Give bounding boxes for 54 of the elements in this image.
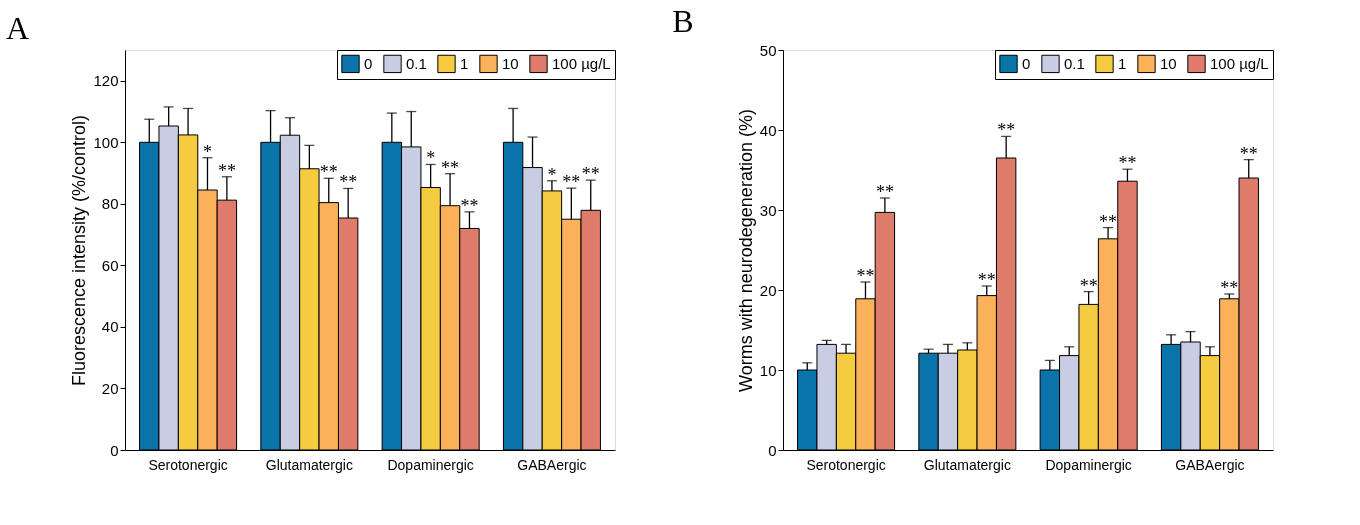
y-tick-label: 40 bbox=[101, 318, 119, 336]
data-label: ** bbox=[460, 195, 479, 216]
data-label: ** bbox=[581, 164, 600, 185]
y-axis-title: Fluorescence intensity (%/control) bbox=[69, 114, 90, 387]
y-tick-label: 40 bbox=[759, 121, 777, 139]
x-tick-label: GABAergic bbox=[517, 456, 587, 473]
legend-label: 0 bbox=[364, 54, 373, 72]
data-label: ** bbox=[1239, 143, 1258, 164]
legend-label: 10 bbox=[502, 54, 519, 72]
y-tick-label: 50 bbox=[759, 41, 777, 59]
x-tick-label: Serotonergic bbox=[148, 456, 228, 473]
y-tick-label: 60 bbox=[101, 256, 119, 274]
data-label: ** bbox=[217, 160, 236, 181]
data-label: ** bbox=[319, 162, 338, 183]
data-label: ** bbox=[977, 270, 996, 290]
legend-label: 100 µg/L bbox=[1210, 54, 1269, 72]
chart-title: B bbox=[672, 3, 694, 39]
data-label: ** bbox=[1099, 211, 1118, 232]
y-tick-label: 0 bbox=[768, 441, 777, 459]
y-tick-label: 20 bbox=[759, 281, 777, 299]
data-label: ** bbox=[339, 172, 358, 193]
x-tick-label: GABAergic bbox=[1175, 456, 1245, 473]
y-tick-label: 20 bbox=[101, 379, 119, 397]
y-tick-label: 80 bbox=[101, 195, 119, 213]
x-tick-label: Dopaminergic bbox=[1045, 456, 1132, 473]
legend-label: 0.1 bbox=[406, 54, 427, 72]
data-label: ** bbox=[997, 120, 1016, 141]
data-label: ** bbox=[1079, 275, 1098, 296]
y-axis-title: Worms with neurodegeneration (%) bbox=[735, 109, 756, 392]
legend-label: 0 bbox=[1022, 54, 1031, 72]
data-label: * bbox=[547, 164, 557, 185]
data-label: ** bbox=[856, 266, 875, 286]
data-label: * bbox=[426, 148, 436, 169]
legend-label: 10 bbox=[1160, 54, 1177, 72]
data-label: ** bbox=[441, 157, 460, 178]
legend-label: 100 µg/L bbox=[552, 54, 611, 72]
legend-label: 1 bbox=[460, 54, 469, 72]
data-label: ** bbox=[562, 172, 581, 193]
x-tick-label: Serotonergic bbox=[806, 456, 886, 473]
legend-label: 0.1 bbox=[1064, 54, 1085, 72]
y-tick-label: 0 bbox=[110, 441, 119, 459]
data-label: ** bbox=[1220, 278, 1239, 298]
data-label: ** bbox=[875, 182, 894, 202]
y-tick-label: 100 bbox=[93, 133, 119, 151]
x-tick-label: Glutamatergic bbox=[265, 456, 353, 473]
x-tick-label: Glutamatergic bbox=[923, 456, 1011, 473]
y-tick-label: 10 bbox=[759, 361, 777, 379]
data-label: * bbox=[202, 141, 212, 162]
y-tick-label: 30 bbox=[759, 201, 777, 219]
y-tick-label: 120 bbox=[93, 72, 119, 90]
chart-title: A bbox=[5, 9, 30, 46]
legend-label: 1 bbox=[1118, 54, 1127, 72]
x-tick-label: Dopaminergic bbox=[387, 456, 474, 473]
data-label: ** bbox=[1118, 153, 1137, 174]
